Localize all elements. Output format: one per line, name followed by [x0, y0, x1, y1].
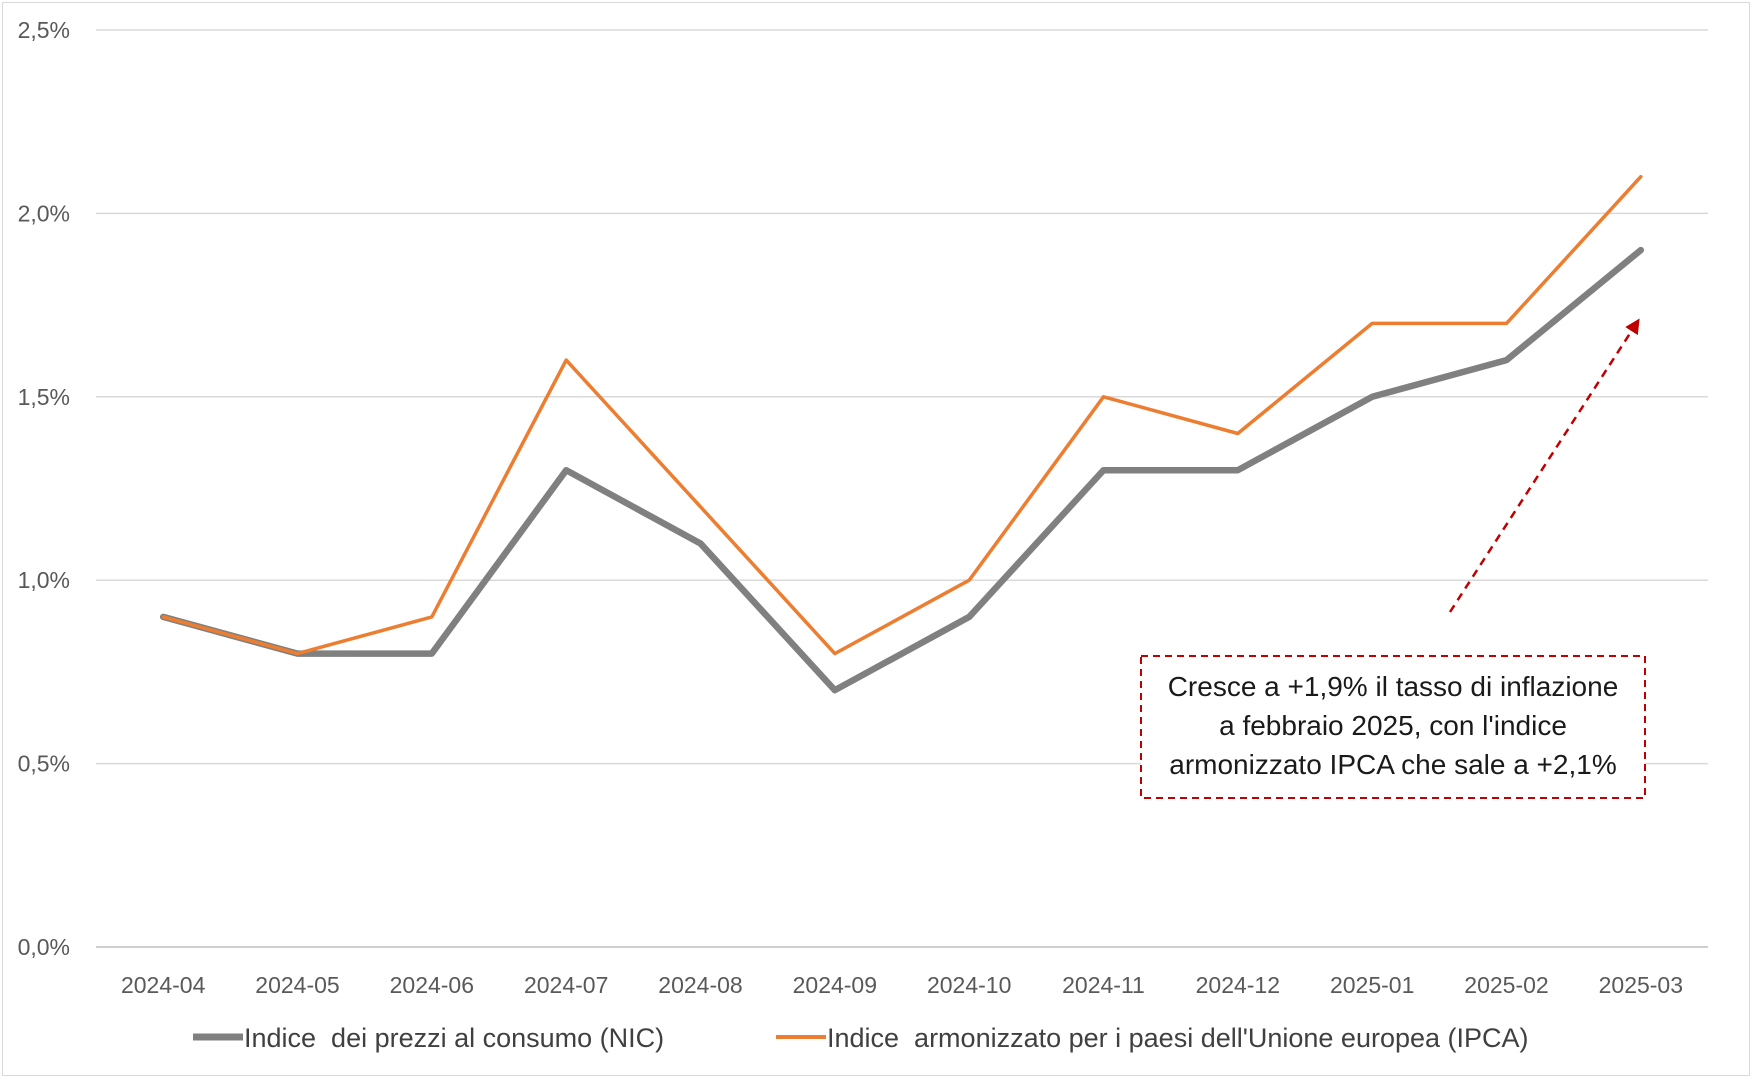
series-line-ipca: [161, 174, 1643, 656]
x-tick-label: 2024-06: [390, 972, 474, 998]
legend-label-nic: Indice dei prezzi al consumo (NIC): [244, 1023, 664, 1053]
annotation-line-3: armonizzato IPCA che sale a +2,1%: [1169, 749, 1616, 780]
y-tick-label: 2,0%: [18, 200, 70, 226]
series-lines: [159, 174, 1645, 694]
y-tick-label: 0,0%: [18, 934, 70, 960]
gridlines: [96, 29, 1708, 948]
y-tick-label: 2,5%: [18, 17, 70, 43]
y-axis-tick-labels: 0,0% 0,5% 1,0% 1,5% 2,0% 2,5%: [18, 17, 70, 960]
annotation-box: [1140, 655, 1646, 799]
inflation-line-chart: 0,0%0,5%1,0%1,5%2,0%2,5% 2024-04 2024-05 2…: [18, 17, 1708, 1053]
x-tick-label: 2024-08: [658, 972, 742, 998]
x-tick-label: 2025-02: [1464, 972, 1548, 998]
legend-label-ipca: Indice armonizzato per i paesi dell'Unio…: [827, 1023, 1529, 1053]
x-tick-label: 2024-11: [1062, 972, 1145, 998]
x-tick-label: 2025-03: [1599, 972, 1683, 998]
y-tick-label: 1,5%: [18, 384, 70, 410]
annotation-line-1: Cresce a +1,9% il tasso di inflazione: [1168, 671, 1619, 702]
legend: Indice dei prezzi al consumo (NIC) Indic…: [193, 1023, 1529, 1053]
annotation-line-2: a febbraio 2025, con l'indice: [1219, 710, 1567, 741]
x-tick-label: 2024-05: [255, 972, 339, 998]
x-tick-label: 2024-04: [121, 972, 206, 998]
annotation-arrow: [1448, 318, 1640, 613]
y-tick-label: 1,0%: [18, 567, 70, 593]
series-line-nic: [159, 246, 1645, 694]
x-tick-label: 2024-10: [927, 972, 1011, 998]
x-tick-label: 2025-01: [1330, 972, 1414, 998]
x-tick-label: 2024-12: [1196, 972, 1280, 998]
x-axis-tick-labels: 2024-04 2024-05 2024-06 2024-07 2024-08 2024-…: [121, 972, 1683, 998]
annotation-callout: Cresce a +1,9% il tasso di inflazione a …: [1140, 318, 1646, 799]
y-tick-label: 0,5%: [18, 751, 70, 777]
x-tick-label: 2024-07: [524, 972, 608, 998]
x-tick-label: 2024-09: [793, 972, 877, 998]
